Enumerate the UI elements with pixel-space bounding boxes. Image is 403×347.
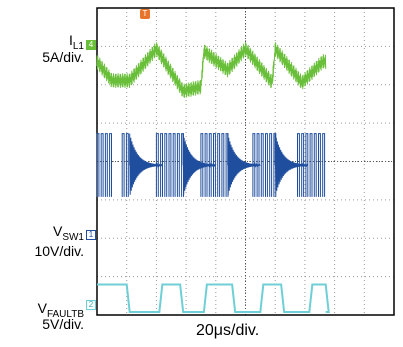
x-axis-label: 20μs/div. — [196, 322, 260, 339]
channel-ch2-trace — [96, 133, 326, 197]
grid — [96, 7, 395, 316]
trigger-marker: T — [140, 9, 150, 19]
channel-ch1-scale: 5A/div. — [42, 49, 84, 65]
channel-ch2-scale: 10V/div. — [34, 243, 84, 259]
channel-ch2-marker: 1 — [86, 230, 96, 240]
traces — [96, 41, 330, 313]
channel-ch2-label: VSW1 — [52, 223, 84, 244]
channel-ch1-trace — [96, 41, 327, 98]
channel-ch1-marker: 4 — [86, 40, 96, 50]
channel-ch3-scale: 5V/div. — [42, 316, 84, 332]
channel-ch3-marker: 2 — [86, 300, 96, 310]
channel-ch3-trace — [97, 283, 330, 313]
channel-ch3-label: VFAULTB — [37, 300, 84, 321]
channel-ch1-label: IL1 — [68, 32, 84, 53]
